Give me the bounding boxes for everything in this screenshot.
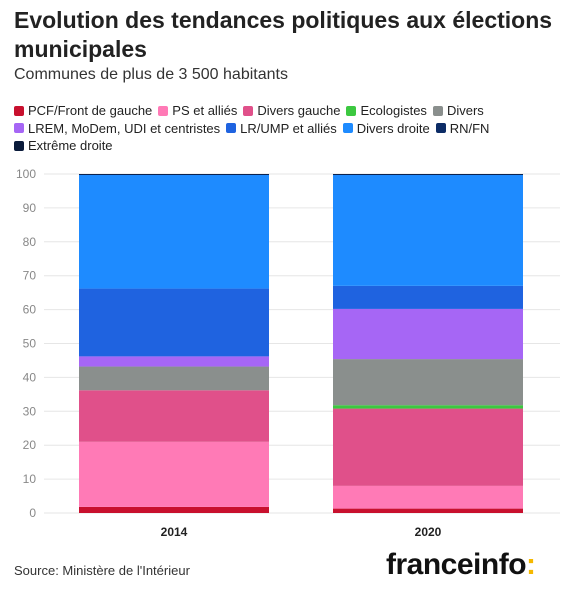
- bar-segment: [79, 356, 269, 367]
- bar-segment: [333, 174, 523, 175]
- y-tick-label: 10: [23, 472, 37, 486]
- y-tick-label: 30: [23, 404, 37, 418]
- chart-title: Evolution des tendances politiques aux é…: [14, 7, 553, 62]
- legend-swatch: [14, 105, 24, 116]
- bar-segment: [79, 506, 269, 513]
- legend-swatch: [158, 105, 169, 116]
- bar-segment: [333, 175, 523, 286]
- y-tick-label: 100: [16, 167, 36, 181]
- logo-text: franceinfo: [386, 548, 527, 581]
- legend-label: Extrême droite: [28, 138, 113, 153]
- legend-swatch: [226, 123, 237, 133]
- y-tick-label: 80: [23, 235, 37, 249]
- bar-segment: [79, 175, 269, 289]
- chart-legend: PCF/Front de gauche PS et alliés Divers ga…: [14, 102, 584, 155]
- bar-segment: [333, 285, 523, 309]
- bar-segment: [333, 308, 523, 360]
- legend-item: Divers gauche: [243, 102, 340, 119]
- y-tick-label: 60: [23, 303, 37, 317]
- legend-swatch: [432, 105, 443, 116]
- y-tick-label: 50: [23, 337, 37, 351]
- chart-subtitle: Communes de plus de 3 500 habitants: [14, 66, 288, 83]
- y-tick-label: 40: [23, 370, 37, 384]
- legend-item: LR/UMP et alliés: [226, 120, 337, 137]
- legend-item: PCF/Front de gauche: [14, 102, 152, 119]
- bar-segment: [79, 174, 269, 176]
- legend-swatch: [435, 123, 446, 133]
- y-tick-label: 70: [23, 269, 37, 283]
- bar-segment: [333, 405, 523, 409]
- legend-item: Extrême droite: [14, 137, 113, 154]
- stacked-bar-chart: 0 10 20 30 40 50 60 70 80 90 100 2014 2020: [16, 167, 560, 539]
- source-note: Source: Ministère de l'Intérieur: [14, 563, 190, 578]
- bar-segment: [333, 359, 523, 406]
- legend-label: LREM, MoDem, UDI et centristes: [28, 120, 221, 136]
- legend-label: RN/FN: [449, 120, 490, 136]
- x-tick-label: 2014: [161, 525, 188, 539]
- franceinfo-logo: franceinfo:: [386, 548, 536, 582]
- legend-item: Divers droite: [342, 120, 430, 137]
- legend-swatch: [243, 105, 254, 116]
- bar-segment: [79, 366, 269, 391]
- legend-swatch: [14, 123, 24, 133]
- legend-label: Divers droite: [356, 120, 430, 136]
- legend-label: Divers: [446, 103, 484, 118]
- bar-segment: [79, 174, 269, 175]
- legend-swatch: [346, 105, 357, 116]
- legend-label: PS et alliés: [172, 103, 238, 118]
- legend-label: Ecologistes: [360, 103, 427, 118]
- bar-segment: [79, 288, 269, 357]
- legend-swatch: [14, 140, 24, 151]
- legend-swatch: [342, 123, 353, 133]
- legend-item: Divers: [432, 102, 484, 119]
- bar-segment: [79, 441, 269, 507]
- bar-segment: [333, 174, 523, 176]
- legend-item: RN/FN: [435, 120, 490, 137]
- y-tick-label: 20: [23, 438, 37, 452]
- legend-label: Divers gauche: [257, 103, 341, 118]
- legend-label: PCF/Front de gauche: [28, 103, 153, 118]
- legend-item: LREM, MoDem, UDI et centristes: [14, 120, 220, 137]
- y-tick-label: 0: [29, 506, 36, 520]
- y-tick-label: 90: [23, 201, 37, 215]
- bar-segment: [333, 408, 523, 486]
- legend-item: PS et alliés: [158, 102, 237, 119]
- x-tick-label: 2020: [415, 525, 442, 539]
- logo-colon: :: [526, 548, 536, 581]
- bar-segment: [79, 390, 269, 442]
- legend-label: LR/UMP et alliés: [240, 120, 337, 136]
- bar-segment: [333, 485, 523, 509]
- bar-segment: [333, 508, 523, 513]
- legend-item: Ecologistes: [346, 102, 427, 119]
